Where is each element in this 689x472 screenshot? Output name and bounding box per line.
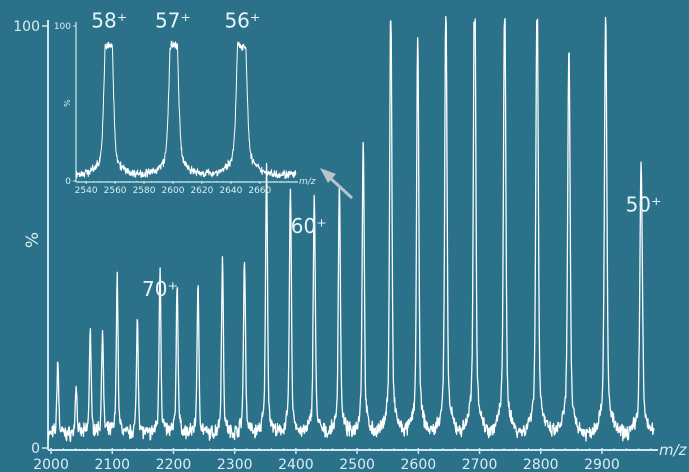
y-tick-label: 100 — [54, 22, 71, 32]
charge-state-label: 56⁺ — [224, 9, 260, 33]
arrow-icon — [320, 168, 354, 200]
inset-charge-annotations: 58⁺ 57⁺ 56⁺ — [91, 9, 260, 33]
x-tick-label: 2600 — [401, 457, 437, 472]
charge-state-label: 60⁺ — [291, 214, 327, 238]
y-tick-label: 0 — [65, 177, 71, 187]
charge-state-label: 70⁺ — [142, 277, 178, 301]
x-tick-label: 2200 — [156, 457, 192, 472]
main-y-ticks: 0 100 — [13, 19, 48, 457]
main-x-ticks: 2000 2100 2200 2300 2400 2500 2600 2700 2800 2900 — [33, 448, 652, 472]
x-tick-label: 2620 — [190, 186, 213, 196]
x-tick-label: 2660 — [248, 186, 271, 196]
x-tick-label: 2300 — [217, 457, 253, 472]
x-tick-label: 2700 — [462, 457, 498, 472]
y-tick-label: 0 — [31, 441, 40, 457]
charge-state-label: 57⁺ — [155, 9, 191, 33]
x-tick-label: 2540 — [75, 186, 98, 196]
x-tick-label: 2800 — [523, 457, 559, 472]
inset-y-ticks: 0 100 — [54, 22, 76, 187]
x-tick-label: 2900 — [584, 457, 620, 472]
charge-state-label: 50⁺ — [626, 193, 662, 217]
x-tick-label: 2000 — [33, 457, 69, 472]
inset-x-ticks: 2540 2560 2580 2600 2620 2640 2660 — [75, 181, 297, 196]
y-tick-label: 100 — [13, 19, 40, 35]
inset-spectrum-trace — [75, 40, 297, 180]
inset-y-axis-label: % — [63, 99, 72, 107]
main-charge-annotations: 70⁺ 60⁺ 50⁺ — [142, 193, 662, 301]
x-tick-label: 2580 — [133, 186, 156, 196]
main-y-axis-label: % — [23, 232, 43, 248]
x-tick-label: 2600 — [162, 186, 185, 196]
main-x-axis-label: m/z — [659, 441, 688, 459]
x-tick-label: 2100 — [94, 457, 130, 472]
main-spectrum-trace — [47, 16, 655, 443]
x-tick-label: 2400 — [278, 457, 314, 472]
charge-state-label: 58⁺ — [91, 9, 127, 33]
x-tick-label: 2640 — [219, 186, 242, 196]
x-tick-label: 2560 — [104, 186, 127, 196]
inset-x-axis-label: m/z — [299, 177, 316, 187]
x-tick-label: 2500 — [339, 457, 375, 472]
